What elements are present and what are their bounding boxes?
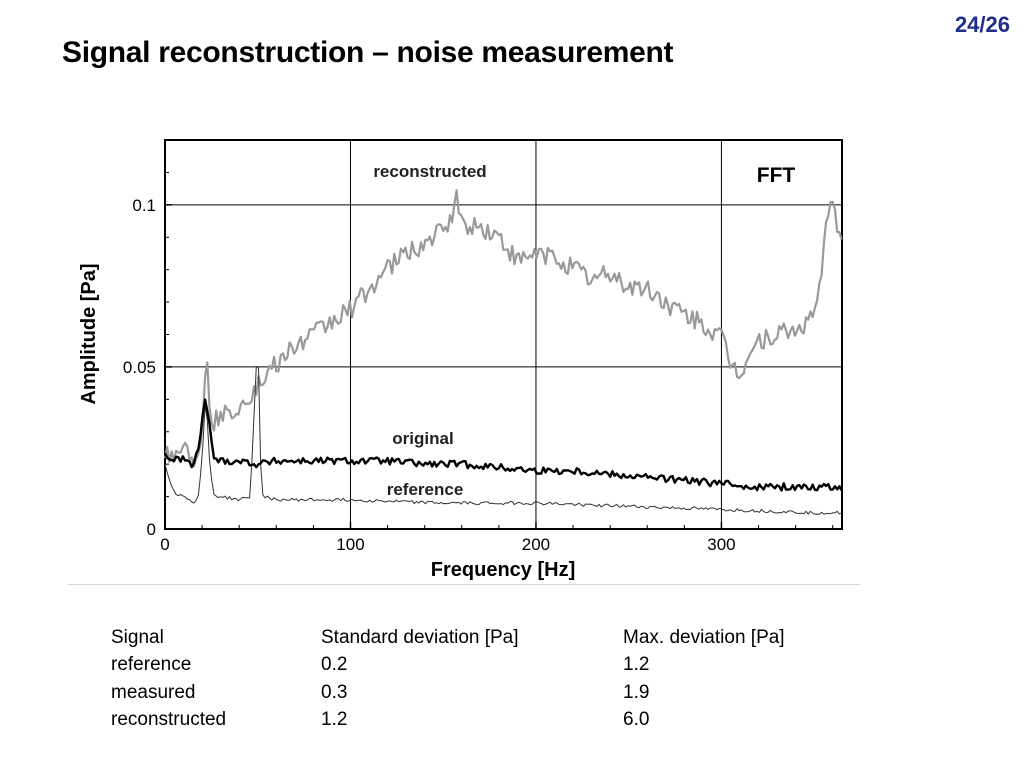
x-tick-label: 200 xyxy=(522,535,550,554)
y-axis-label: Amplitude [Pa] xyxy=(78,263,100,404)
y-tick-label: 0.05 xyxy=(123,358,156,377)
table-cell: 6.0 xyxy=(623,709,650,731)
deviation-table: Signal Standard deviation [Pa] Max. devi… xyxy=(111,624,843,734)
table-header: Max. deviation [Pa] xyxy=(623,626,785,648)
series-lines xyxy=(163,189,843,515)
panel-label: FFT xyxy=(757,164,796,187)
table-header: Standard deviation [Pa] xyxy=(321,626,519,648)
grid-lines xyxy=(165,140,842,529)
x-tick-label: 300 xyxy=(707,535,735,554)
table-cell: measured xyxy=(111,681,196,703)
table-cell: reconstructed xyxy=(111,709,227,731)
series-label-reconstructed: reconstructed xyxy=(373,162,486,181)
axis-ticks: 0 100 200 300 0 0.05 0.1 xyxy=(123,139,834,554)
table-cell: 1.2 xyxy=(321,709,348,731)
table-cell: 0.3 xyxy=(321,681,348,703)
table-row: reconstructed 1.2 6.0 xyxy=(111,707,843,735)
x-tick-label: 0 xyxy=(160,535,169,554)
x-tick-label: 100 xyxy=(336,535,364,554)
series-label-reference: reference xyxy=(387,480,464,499)
page-number: 24/26 xyxy=(954,12,1010,37)
y-tick-label: 0 xyxy=(147,520,156,539)
slide-title: Signal reconstruction – noise measuremen… xyxy=(62,36,674,69)
table-header: Signal xyxy=(111,626,164,648)
series-line-reference xyxy=(164,365,842,515)
table-row: measured 0.3 1.9 xyxy=(111,679,843,707)
table-cell: 1.9 xyxy=(623,681,650,703)
divider-line xyxy=(68,584,860,585)
table-cell: 1.2 xyxy=(623,654,650,676)
series-line-original xyxy=(163,398,843,492)
x-axis-label: Frequency [Hz] xyxy=(431,559,575,581)
table-cell: 0.2 xyxy=(321,654,348,676)
table-header-row: Signal Standard deviation [Pa] Max. devi… xyxy=(111,624,843,652)
plot-frame xyxy=(164,139,843,530)
table-row: reference 0.2 1.2 xyxy=(111,652,843,680)
series-label-original: original xyxy=(392,429,453,448)
y-tick-label: 0.1 xyxy=(132,196,156,215)
series-line-reconstructed xyxy=(163,189,843,468)
table-cell: reference xyxy=(111,654,192,676)
